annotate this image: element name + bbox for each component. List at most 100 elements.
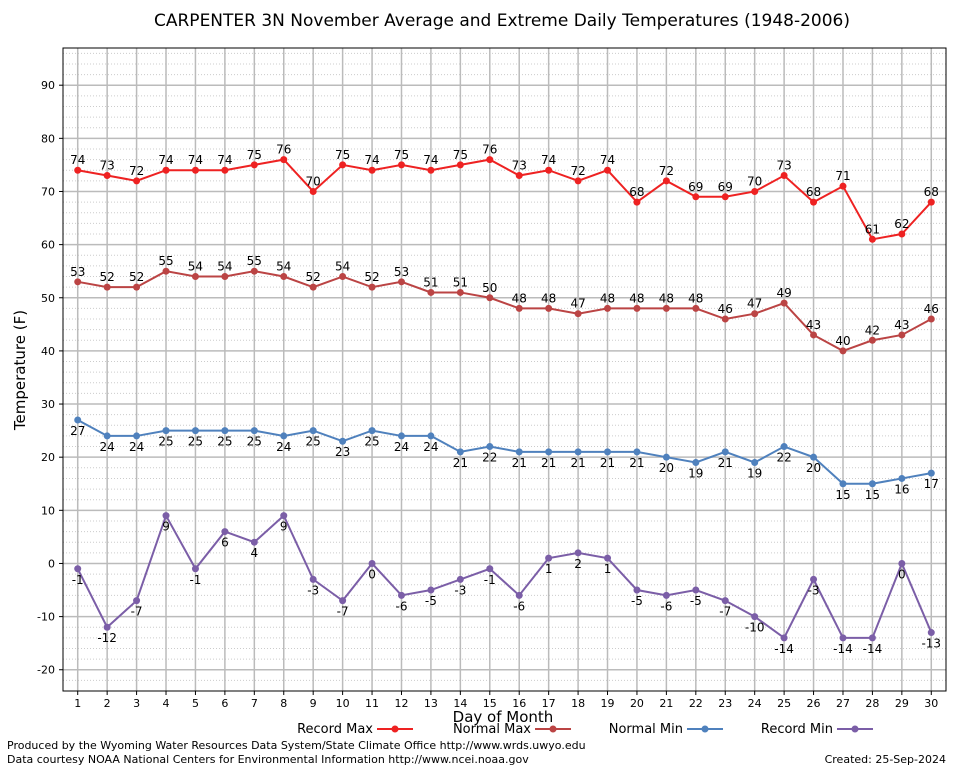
normal-min-data-label: 25 [247, 435, 262, 449]
record-max-point [898, 230, 906, 238]
record-min-point [692, 586, 700, 594]
record-max-point [162, 166, 170, 174]
normal-max-point [427, 288, 435, 296]
record-max-data-label: 74 [423, 153, 438, 167]
record-max-data-label: 76 [482, 143, 497, 157]
normal-max-point [191, 273, 199, 281]
record-min-point [221, 528, 229, 536]
y-tick-label: 80 [41, 132, 55, 145]
record-max-data-label: 75 [453, 148, 468, 162]
record-min-data-label: 0 [898, 567, 906, 581]
record-max-data-label: 76 [276, 143, 291, 157]
normal-max-data-label: 50 [482, 281, 497, 295]
record-min-data-label: 9 [162, 520, 170, 534]
record-max-data-label: 75 [394, 148, 409, 162]
normal-max-data-label: 51 [453, 275, 468, 289]
record-min-point [133, 597, 141, 605]
normal-max-data-label: 47 [570, 297, 585, 311]
normal-max-point [839, 347, 847, 355]
normal-max-data-label: 54 [335, 260, 350, 274]
normal-max-point [898, 331, 906, 339]
record-max-data-label: 74 [188, 153, 203, 167]
record-max-point [133, 177, 141, 185]
record-min-data-label: -10 [745, 621, 765, 635]
y-tick-label: 30 [41, 398, 55, 411]
record-max-point [633, 198, 641, 206]
normal-max-point [633, 304, 641, 312]
normal-max-data-label: 46 [924, 302, 939, 316]
record-max-data-label: 72 [129, 164, 144, 178]
record-min-data-label: -3 [808, 583, 820, 597]
record-max-point [74, 166, 82, 174]
record-min-point [250, 538, 258, 546]
record-min-data-label: -13 [921, 637, 941, 651]
normal-min-data-label: 25 [217, 435, 232, 449]
x-axis-label: Day of Month [453, 708, 554, 726]
normal-max-data-label: 48 [512, 291, 527, 305]
record-min-point [309, 575, 317, 583]
record-min-point [280, 512, 288, 520]
record-max-point [927, 198, 935, 206]
normal-max-data-label: 54 [217, 260, 232, 274]
record-max-data-label: 73 [512, 159, 527, 173]
normal-min-point [721, 448, 729, 456]
normal-max-data-label: 43 [806, 318, 821, 332]
record-max-point [339, 161, 347, 169]
record-min-point [545, 554, 553, 562]
record-max-data-label: 74 [600, 153, 615, 167]
x-tick-label: 16 [512, 697, 526, 710]
record-max-data-label: 70 [306, 174, 321, 188]
record-max-point [868, 235, 876, 243]
record-min-point [515, 591, 523, 599]
record-min-point [604, 554, 612, 562]
normal-max-point [515, 304, 523, 312]
record-min-data-label: -3 [454, 583, 466, 597]
record-max-point [574, 177, 582, 185]
legend-marker-record-min [851, 725, 859, 733]
record-min-data-label: -5 [690, 594, 702, 608]
normal-max-point [780, 299, 788, 307]
normal-min-data-label: 17 [924, 477, 939, 491]
y-tick-label: 60 [41, 239, 55, 252]
record-min-point [810, 575, 818, 583]
record-max-point [427, 166, 435, 174]
record-max-data-label: 68 [629, 185, 644, 199]
y-tick-label: -10 [37, 611, 55, 624]
x-tick-label: 25 [777, 697, 791, 710]
normal-max-data-label: 48 [629, 291, 644, 305]
normal-min-point [427, 432, 435, 440]
record-max-data-label: 75 [335, 148, 350, 162]
record-max-data-label: 74 [158, 153, 173, 167]
x-tick-label: 17 [542, 697, 556, 710]
record-max-data-label: 68 [924, 185, 939, 199]
normal-max-data-label: 42 [865, 323, 880, 337]
normal-min-point [545, 448, 553, 456]
normal-max-point [103, 283, 111, 291]
record-min-data-label: -6 [395, 599, 407, 613]
normal-max-point [662, 304, 670, 312]
record-min-point [927, 629, 935, 637]
normal-min-point [162, 427, 170, 435]
normal-min-data-label: 24 [100, 440, 115, 454]
record-min-point [397, 591, 405, 599]
y-tick-label: 0 [48, 557, 55, 570]
normal-max-point [339, 273, 347, 281]
record-min-data-label: 1 [545, 562, 553, 576]
legend-label-normal-min: Normal Min [609, 722, 683, 737]
record-min-line [76, 513, 933, 640]
record-min-data-label: 0 [368, 567, 376, 581]
normal-max-data-label: 52 [129, 270, 144, 284]
footer-credit-line1: Produced by the Wyoming Water Resources … [7, 739, 586, 752]
record-min-data-label: -6 [513, 599, 525, 613]
normal-min-data-label: 25 [306, 435, 321, 449]
normal-max-point [250, 267, 258, 275]
record-max-point [397, 161, 405, 169]
record-max-data-label: 70 [747, 174, 762, 188]
normal-max-data-label: 43 [894, 318, 909, 332]
x-tick-label: 21 [659, 697, 673, 710]
normal-min-point [574, 448, 582, 456]
normal-max-point [721, 315, 729, 323]
record-max-point [780, 172, 788, 180]
normal-min-data-label: 25 [364, 435, 379, 449]
